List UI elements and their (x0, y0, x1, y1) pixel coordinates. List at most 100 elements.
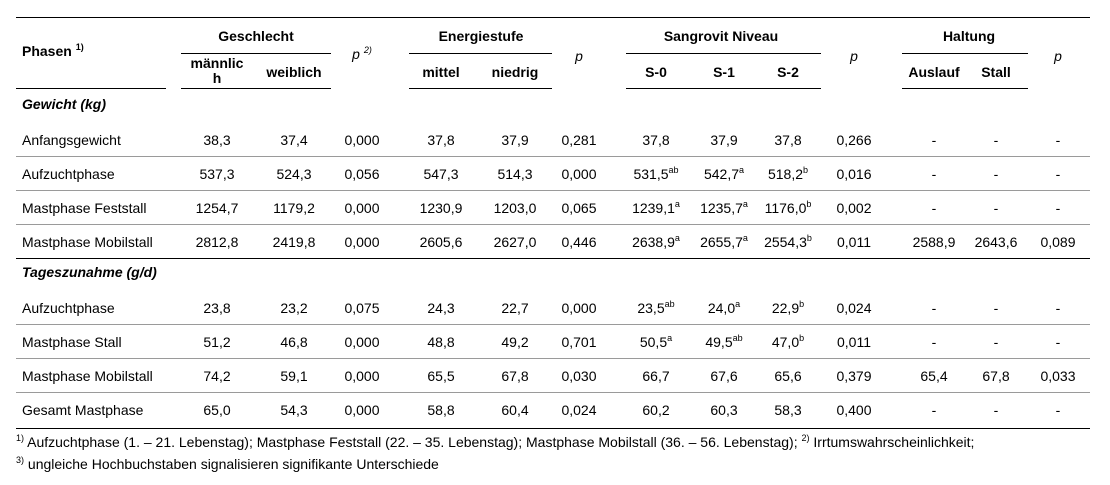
footnote-2: 3) ungleiche Hochbuchstaben signalisiere… (16, 455, 439, 473)
header-p-sangrovit: p (850, 48, 858, 64)
row-separator (16, 224, 1090, 225)
cell-value: - (1055, 334, 1061, 350)
cell-value: 0,002 (836, 200, 872, 216)
table-cell: 0,266 (826, 132, 882, 148)
row-label: Gesamt Mastphase (22, 402, 144, 418)
cell-value: 0,016 (836, 166, 872, 182)
cell-value: 1239,1 (632, 200, 675, 216)
sub-stall: Stall (981, 64, 1011, 80)
cell-value: 37,8 (774, 132, 802, 148)
section-title: Gewicht (kg) (22, 96, 107, 112)
table-cell: - (1038, 402, 1078, 418)
cell-value: 524,3 (276, 166, 312, 182)
cell-value: - (1055, 402, 1061, 418)
cell-value: 59,1 (280, 368, 308, 384)
cell-value: 0,024 (561, 402, 597, 418)
section-rule (16, 258, 1090, 259)
table-cell: 24,3 (410, 300, 472, 316)
cell-value: 514,3 (497, 166, 533, 182)
table-cell: 0,075 (336, 300, 388, 316)
cell-value: 37,9 (501, 132, 529, 148)
table-cell: 38,3 (186, 132, 248, 148)
row-separator (16, 156, 1090, 157)
table-cell: 0,056 (336, 166, 388, 182)
table-cell: 1230,9 (410, 200, 472, 216)
table-cell: 0,011 (826, 234, 882, 250)
cell-superscript: a (739, 165, 745, 175)
table-cell: - (1038, 334, 1078, 350)
table-cell: 1179,2 (254, 200, 334, 216)
cell-value: 58,3 (774, 402, 802, 418)
cell-value: 2605,6 (419, 234, 463, 250)
cell-value: 0,011 (837, 334, 871, 350)
cell-value: - (1055, 200, 1061, 216)
cell-value: 23,5 (637, 300, 665, 316)
cell-value: - (1055, 132, 1061, 148)
header-sangrovit: Sangrovit Niveau (663, 28, 779, 44)
cell-value: 2638,9 (632, 234, 675, 250)
table-cell: 47,0b (756, 334, 820, 351)
header-haltung: Haltung (942, 28, 996, 44)
cell-value: 0,266 (836, 132, 872, 148)
footnote-1: 1) Aufzuchtphase (1. – 21. Lebenstag); M… (16, 433, 975, 451)
cell-value: 0,056 (344, 166, 380, 182)
cell-value: 0,011 (837, 234, 871, 250)
cell-superscript: a (742, 199, 748, 209)
table-cell: 2588,9 (902, 234, 966, 250)
table-cell: - (902, 300, 966, 316)
cell-value: 37,9 (710, 132, 738, 148)
table-cell: 1239,1a (620, 200, 692, 217)
row-separator (16, 190, 1090, 191)
table-cell: 0,089 (1038, 234, 1078, 250)
cell-superscript: b (806, 233, 812, 243)
row-label: Aufzuchtphase (22, 166, 115, 182)
table-cell: 37,8 (620, 132, 692, 148)
cell-value: 1179,2 (273, 200, 315, 216)
table-cell: 23,2 (254, 300, 334, 316)
cell-value: 24,3 (427, 300, 455, 316)
table-cell: 37,9 (478, 132, 552, 148)
cell-value: 0,000 (344, 368, 380, 384)
cell-value: 23,8 (203, 300, 231, 316)
cell-value: 67,8 (982, 368, 1010, 384)
cell-value: 0,281 (561, 132, 597, 148)
cell-superscript: a (667, 333, 673, 343)
cell-value: 22,9 (771, 300, 800, 316)
cell-value: 0,065 (561, 200, 597, 216)
table-cell: 46,8 (254, 334, 334, 350)
header-bottom-rule-3 (409, 88, 552, 89)
cell-value: 0,701 (561, 334, 597, 350)
table-cell: 1176,0b (756, 200, 820, 217)
table-cell: 48,8 (410, 334, 472, 350)
table-cell: 0,000 (556, 300, 602, 316)
cell-value: - (1055, 166, 1061, 182)
cell-value: 2554,3 (764, 234, 807, 250)
cell-value: 0,000 (344, 334, 380, 350)
cell-value: 1176,0 (764, 200, 807, 216)
cell-superscript: a (742, 233, 748, 243)
cell-value: - (993, 300, 999, 316)
cell-superscript: a (674, 233, 680, 243)
cell-value: 22,7 (501, 300, 529, 316)
cell-value: 0,446 (561, 234, 597, 250)
cell-value: - (993, 200, 999, 216)
table-cell: 67,8 (966, 368, 1026, 384)
cell-value: 2812,8 (195, 234, 239, 250)
row-separator (16, 358, 1090, 359)
cell-value: 65,6 (774, 368, 802, 384)
cell-value: - (993, 132, 999, 148)
table-bottom-rule (16, 428, 1090, 429)
cell-value: 49,5 (705, 334, 733, 350)
cell-value: 60,3 (710, 402, 738, 418)
table-cell: 74,2 (186, 368, 248, 384)
table-cell: 1203,0 (478, 200, 552, 216)
cell-value: 0,000 (344, 132, 380, 148)
table-cell: 67,6 (692, 368, 756, 384)
table-cell: - (966, 300, 1026, 316)
table-cell: - (902, 334, 966, 350)
table-cell: 0,000 (336, 132, 388, 148)
table-cell: - (966, 200, 1026, 216)
cell-superscript: a (735, 299, 741, 309)
cell-value: 537,3 (199, 166, 235, 182)
table-cell: 50,5a (620, 333, 692, 351)
